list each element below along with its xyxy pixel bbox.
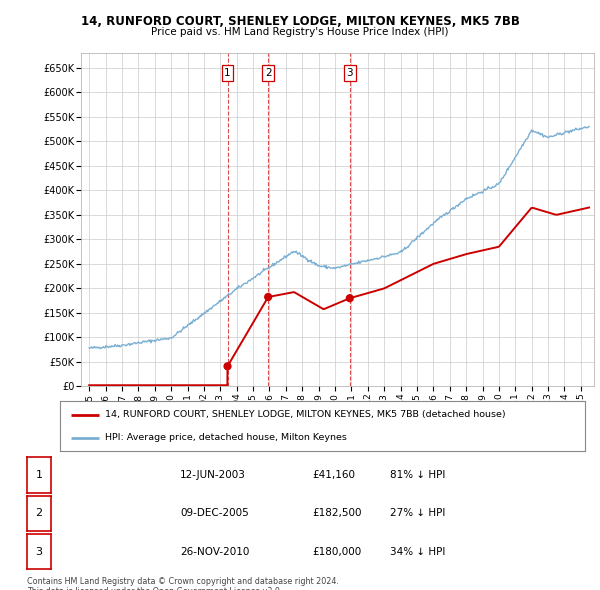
Point	[223, 362, 232, 371]
Text: £182,500: £182,500	[312, 509, 361, 518]
Text: 3: 3	[346, 68, 353, 78]
Text: 81% ↓ HPI: 81% ↓ HPI	[390, 470, 445, 480]
Text: 14, RUNFORD COURT, SHENLEY LODGE, MILTON KEYNES, MK5 7BB (detached house): 14, RUNFORD COURT, SHENLEY LODGE, MILTON…	[104, 410, 505, 419]
Text: Price paid vs. HM Land Registry's House Price Index (HPI): Price paid vs. HM Land Registry's House …	[151, 27, 449, 37]
Text: 34% ↓ HPI: 34% ↓ HPI	[390, 547, 445, 556]
Text: 1: 1	[224, 68, 231, 78]
Text: 14, RUNFORD COURT, SHENLEY LODGE, MILTON KEYNES, MK5 7BB: 14, RUNFORD COURT, SHENLEY LODGE, MILTON…	[80, 15, 520, 28]
Text: 09-DEC-2005: 09-DEC-2005	[180, 509, 249, 518]
Text: 12-JUN-2003: 12-JUN-2003	[180, 470, 246, 480]
Text: 3: 3	[35, 547, 43, 556]
Text: 27% ↓ HPI: 27% ↓ HPI	[390, 509, 445, 518]
Text: £180,000: £180,000	[312, 547, 361, 556]
Text: 2: 2	[265, 68, 271, 78]
Text: HPI: Average price, detached house, Milton Keynes: HPI: Average price, detached house, Milt…	[104, 433, 347, 442]
Point	[345, 293, 355, 303]
Point	[263, 292, 273, 301]
Text: £41,160: £41,160	[312, 470, 355, 480]
Text: 1: 1	[35, 470, 43, 480]
Text: Contains HM Land Registry data © Crown copyright and database right 2024.
This d: Contains HM Land Registry data © Crown c…	[27, 577, 339, 590]
Text: 2: 2	[35, 509, 43, 518]
Text: 26-NOV-2010: 26-NOV-2010	[180, 547, 250, 556]
